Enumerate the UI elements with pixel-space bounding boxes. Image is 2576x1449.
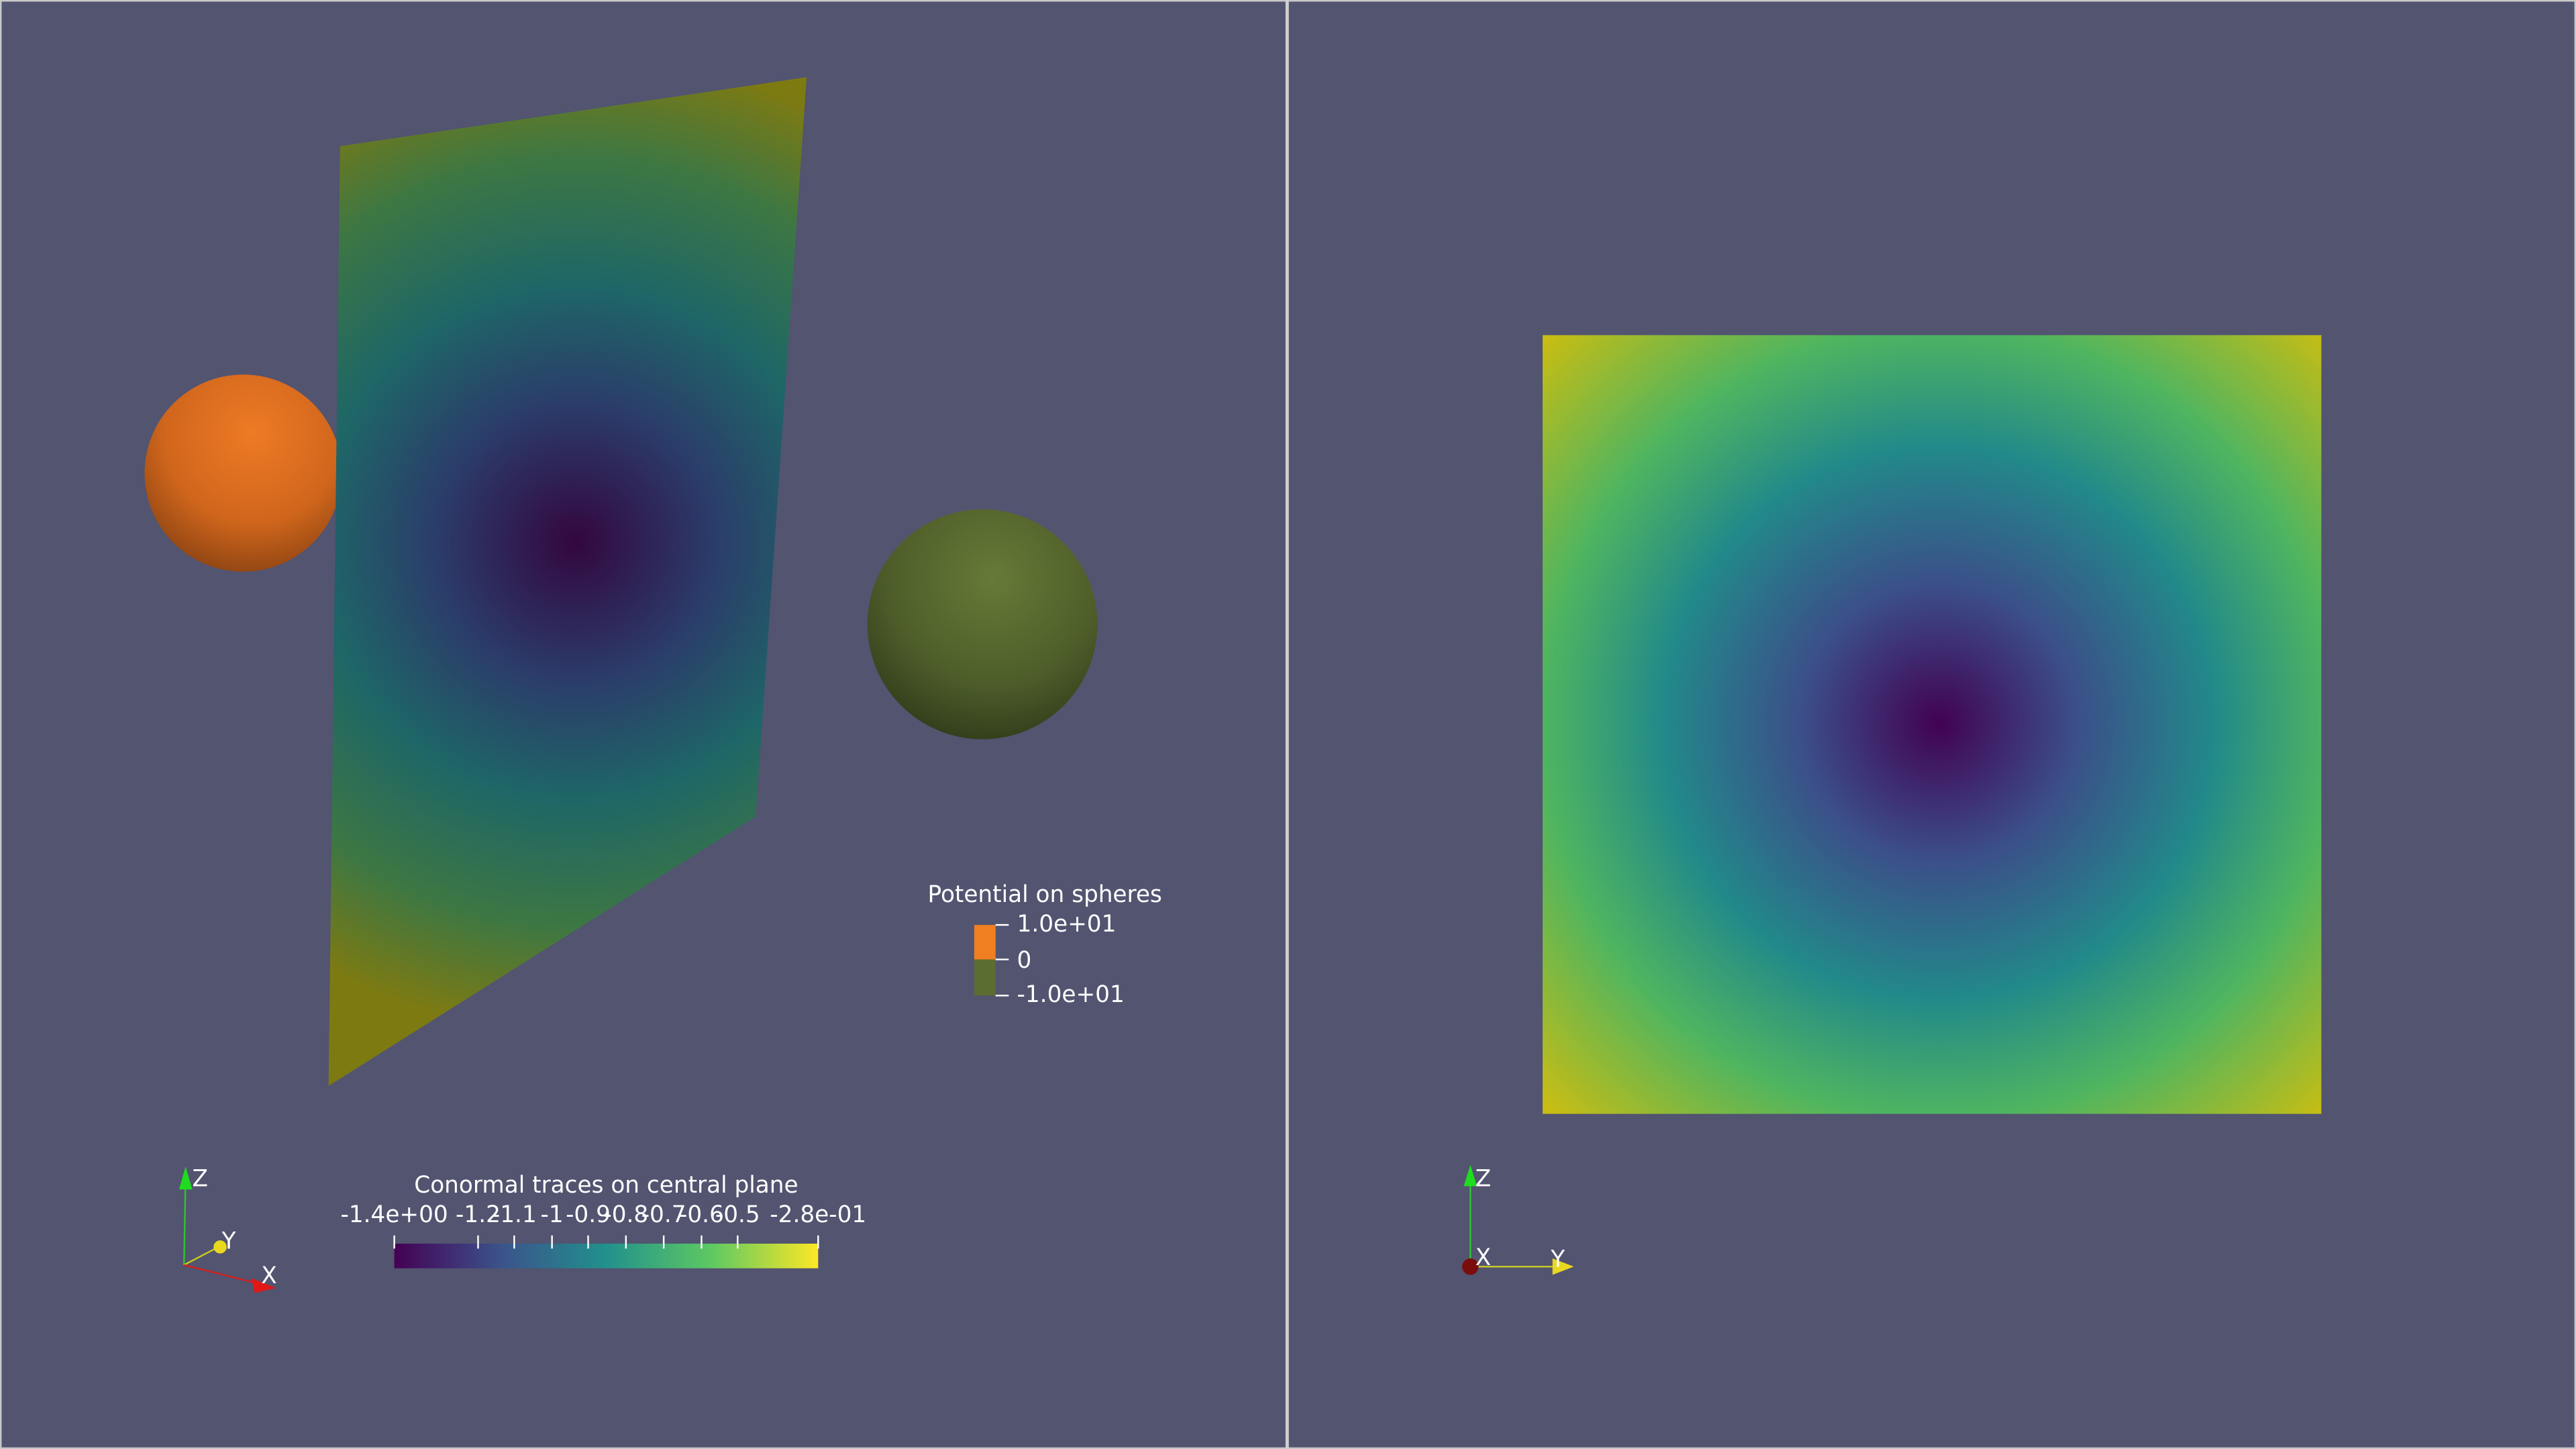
plane-top-view (1542, 335, 2322, 1114)
colorbar-label: -1.4e+00 (340, 1201, 448, 1228)
colorbar-label: -2.8e-01 (770, 1201, 866, 1228)
legend-label: 1.0e+01 (1017, 911, 1117, 938)
colorbar-label: -0.6 (679, 1201, 724, 1228)
colorbar-label: -1.2 (456, 1201, 501, 1228)
axes-triad-right: Z X Y (1462, 1164, 1574, 1275)
y-arrow (213, 1240, 227, 1254)
x-arrow (251, 1278, 276, 1293)
green-sphere (867, 509, 1098, 740)
legend-swatch (974, 959, 996, 996)
legend-label: -1.0e+01 (1017, 981, 1125, 1008)
z-arrow (1463, 1164, 1478, 1187)
axis-label: Y (1550, 1246, 1565, 1272)
legend-label: 0 (1017, 947, 1032, 974)
x-arrow (1462, 1258, 1479, 1275)
axis-label: Z (1476, 1165, 1491, 1192)
colorbar-ticks: -1.4e+00 -1.2-1.1 -1 -0.9-0.8-0.7-0.6-0.5 -2… (340, 1201, 866, 1249)
colorbar-label: -0.8 (603, 1201, 648, 1228)
legend-title: Potential on spheres (928, 881, 1162, 908)
axis-label: X (261, 1262, 276, 1289)
central-plane (328, 77, 807, 1087)
colorbar-label: -0.5 (715, 1201, 760, 1228)
colorbar-label: -0.7 (641, 1201, 686, 1228)
z-axis (183, 1176, 187, 1265)
x-axis (183, 1264, 264, 1286)
colorbar-label: -1.1 (492, 1201, 537, 1228)
orange-sphere (144, 374, 342, 572)
y-axis (183, 1246, 219, 1266)
axis-label: X (1476, 1244, 1491, 1271)
colorbar-label: -1 (541, 1201, 564, 1228)
colorbar (394, 1244, 819, 1268)
axis-label: Y (221, 1228, 236, 1254)
y-arrow (1552, 1258, 1574, 1275)
colorbar-title: Conormal traces on central plane (414, 1172, 798, 1199)
colorbar-label: -0.9 (566, 1201, 611, 1228)
z-arrow (178, 1166, 193, 1190)
axes-triad-left: Z Y X (178, 1165, 277, 1293)
axis-label: Z (192, 1165, 207, 1192)
legend-swatch (974, 925, 996, 960)
